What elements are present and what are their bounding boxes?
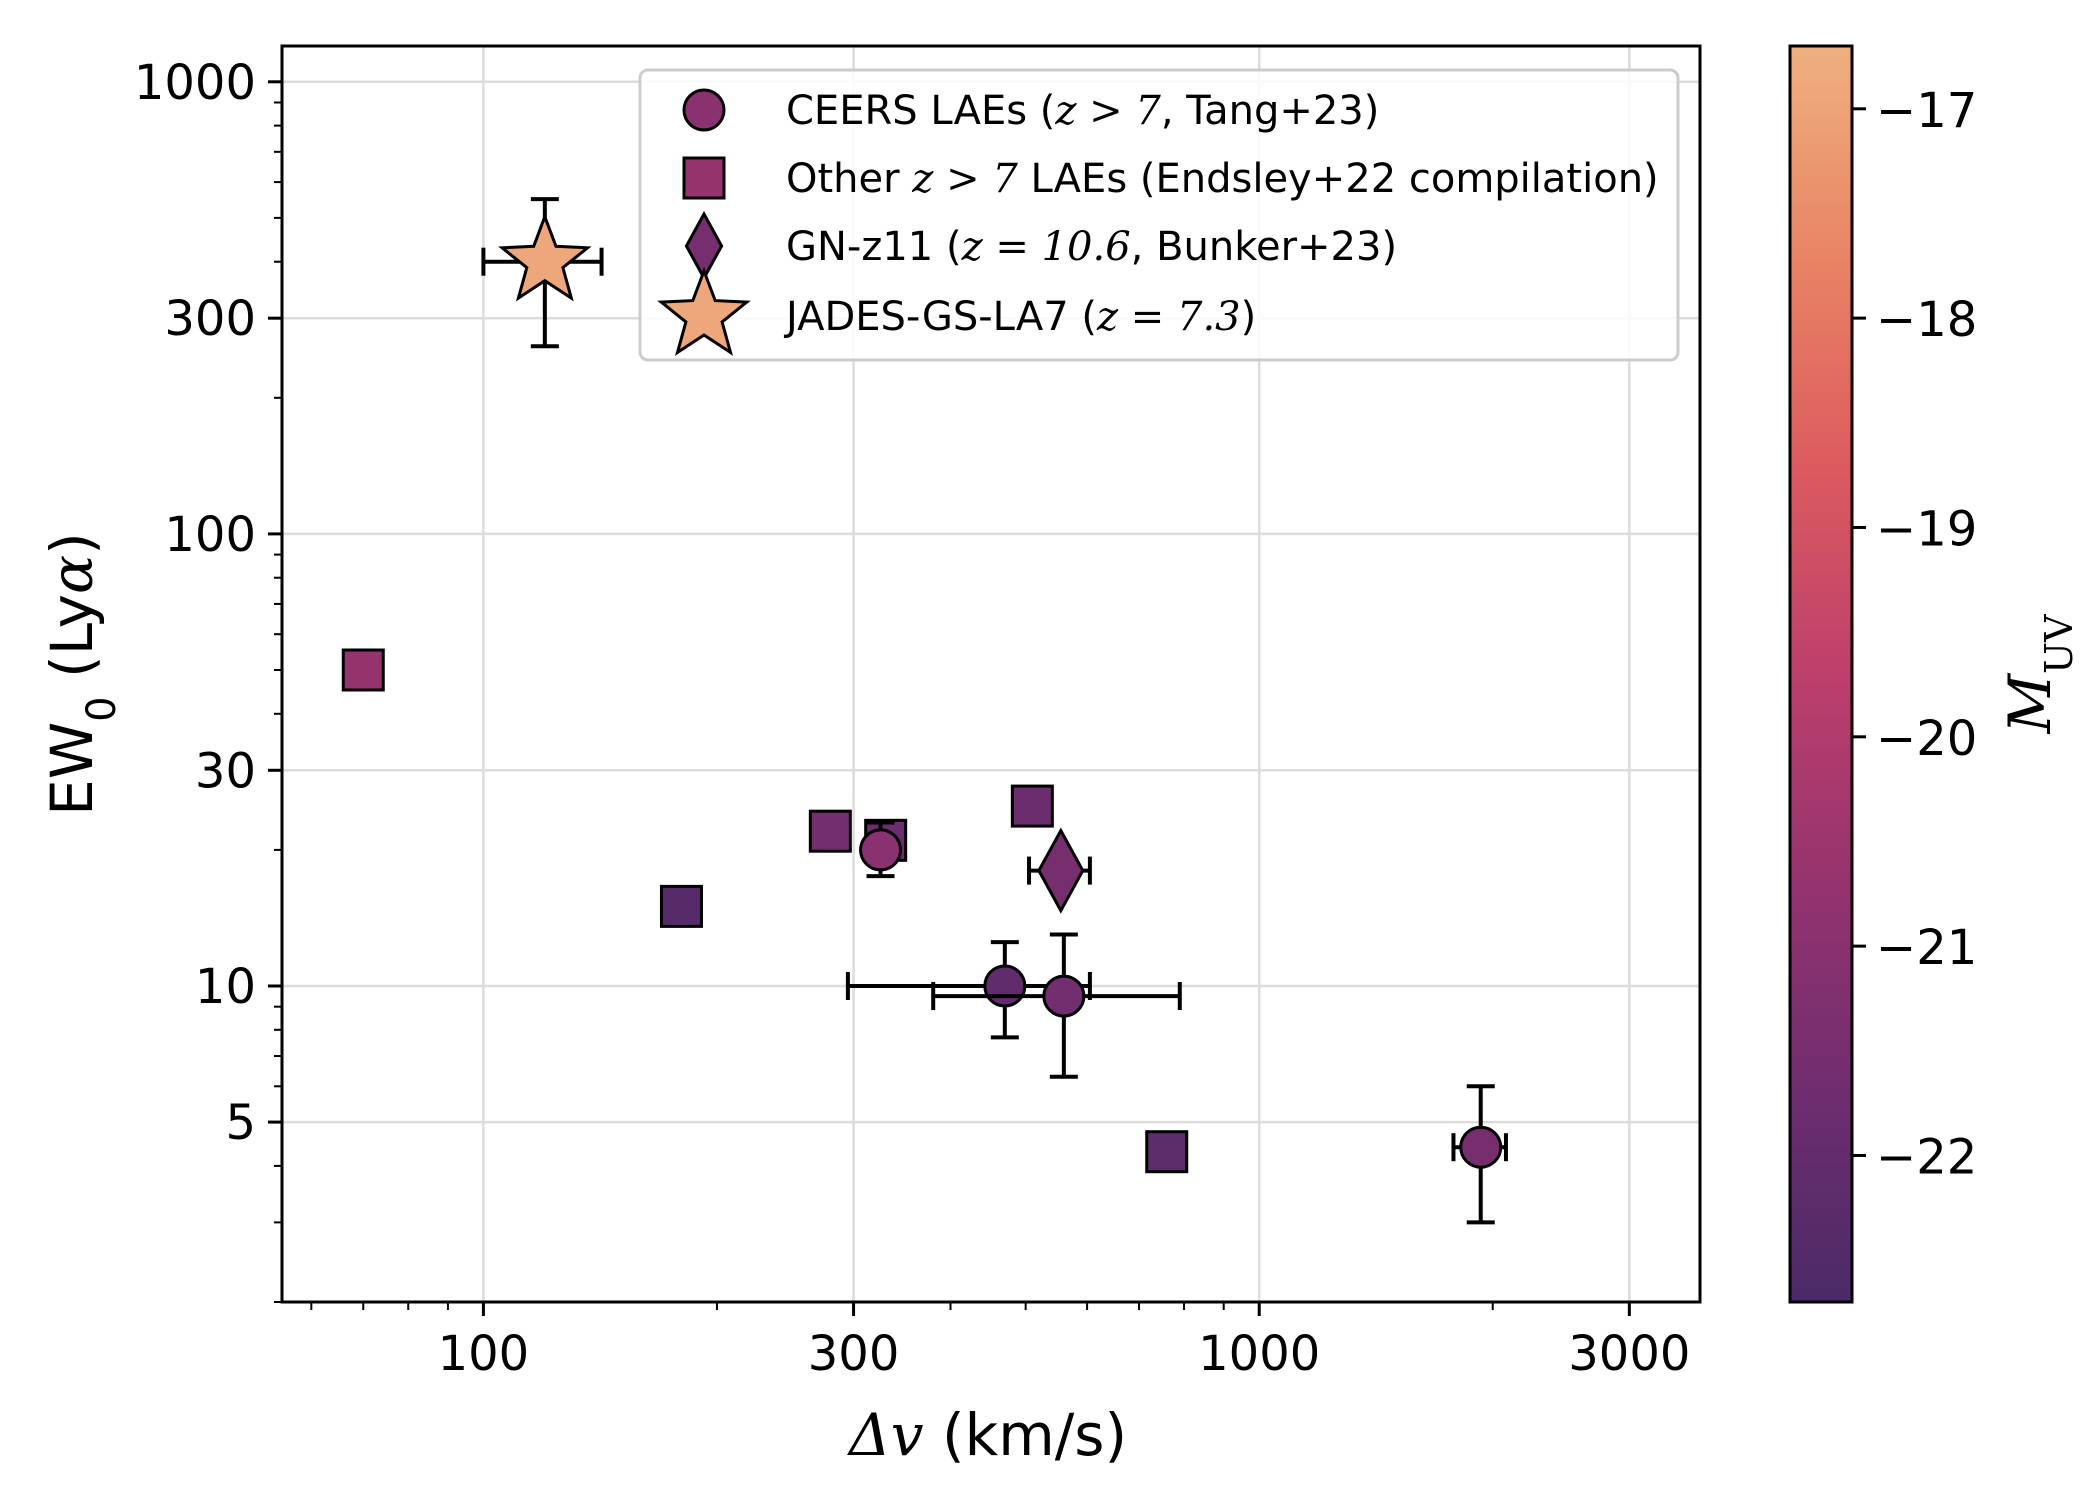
y-tick-label: 100: [164, 507, 256, 563]
y-tick-label: 300: [164, 291, 256, 347]
data-point-diamond: [1027, 827, 1092, 914]
y-tick-label: 30: [195, 743, 256, 799]
x-tick-label: 300: [808, 1326, 900, 1382]
data-point-square: [1145, 1130, 1189, 1174]
data-point-square: [659, 884, 703, 928]
data-points: [341, 197, 1508, 1225]
x-axis-label: Δv (km/s): [847, 1401, 1127, 1469]
square-marker: [1010, 784, 1054, 828]
legend-marker-star: [657, 266, 751, 356]
y-tick-label: 5: [225, 1095, 256, 1151]
svg-text:EW0 (Lyα): EW0 (Lyα): [38, 532, 125, 816]
legend-entry: JADES-GS-LA7 (z = 7.3): [657, 266, 1256, 356]
legend-entry: Other z > 7 LAEs (Endsley+22 compilation…: [682, 156, 1659, 202]
circle-marker: [1459, 1125, 1503, 1169]
circle-marker: [983, 964, 1027, 1008]
colorbar-tick-label: −17: [1876, 83, 1977, 139]
colorbar-label: MUV: [1996, 614, 2081, 734]
y-tick-label: 1000: [134, 55, 256, 111]
diamond-marker: [1037, 827, 1085, 914]
data-point-circle: [1451, 1084, 1508, 1225]
square-marker: [808, 809, 852, 853]
x-tick-label: 1000: [1198, 1326, 1320, 1382]
data-point-square: [1010, 784, 1054, 828]
colorbar-tick-label: −18: [1876, 292, 1977, 348]
legend: CEERS LAEs (z > 7, Tang+23) Other z > 7 L…: [638, 68, 1680, 362]
svg-text:Δv (km/s): Δv (km/s): [847, 1401, 1127, 1469]
x-tick-label: 100: [438, 1326, 530, 1382]
legend-label: CEERS LAEs (z > 7, Tang+23): [786, 88, 1379, 134]
square-marker: [1145, 1130, 1189, 1174]
colorbar: −17 −18 −19 −20 −21 −22: [1788, 44, 1977, 1304]
data-point-square: [341, 648, 385, 692]
data-point-circle: [859, 820, 903, 879]
star-marker: [498, 212, 592, 302]
colorbar-tick-label: −19: [1876, 501, 1977, 557]
colorbar-tick-label: −20: [1876, 711, 1977, 767]
legend-label: JADES-GS-LA7 (z = 7.3): [783, 294, 1256, 340]
colorbar-tick-label: −22: [1876, 1129, 1977, 1185]
legend-entry: CEERS LAEs (z > 7, Tang+23): [682, 88, 1379, 134]
legend-entry: GN-z11 (z = 10.6, Bunker+23): [684, 210, 1397, 282]
colorbar-tick-label: −21: [1876, 920, 1977, 976]
legend-label: GN-z11 (z = 10.6, Bunker+23): [786, 224, 1397, 270]
y-axis-label: EW0 (Lyα): [38, 532, 125, 816]
axis-ticks: 100 300 1000 3000 5 10 30 100 300 1000: [134, 55, 1691, 1382]
colorbar-bar: [1788, 44, 1854, 1304]
svg-text:MUV: MUV: [1996, 614, 2081, 734]
data-point-circle: [931, 932, 1182, 1079]
y-tick-label: 10: [195, 959, 256, 1015]
data-point-square: [808, 809, 852, 853]
square-marker: [659, 884, 703, 928]
legend-marker-circle: [682, 88, 726, 132]
legend-label: Other z > 7 LAEs (Endsley+22 compilation…: [786, 156, 1659, 202]
legend-box: [638, 68, 1680, 362]
plot-frame: [280, 44, 1702, 1304]
x-tick-label: 3000: [1568, 1326, 1690, 1382]
data-point-star: [481, 197, 604, 349]
circle-marker: [859, 828, 903, 872]
circle-marker: [1042, 974, 1086, 1018]
legend-marker-square: [682, 156, 726, 200]
square-marker: [341, 648, 385, 692]
